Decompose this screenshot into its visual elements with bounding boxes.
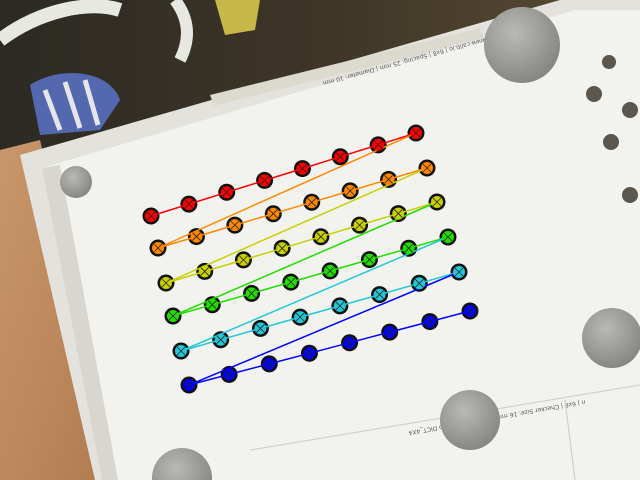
cable-white [0,0,123,46]
peg-bottom-left [152,448,212,480]
row-link-line [188,271,460,386]
peg-bottom [440,390,500,450]
row-line [165,201,438,284]
row-line [157,167,428,249]
cross-mark [454,267,464,277]
cross-mark [277,244,287,253]
hole [622,187,638,203]
hole [586,86,602,102]
row-line [180,271,460,352]
row-link-line [165,167,428,284]
sheet-line-vertical [564,399,576,480]
cross-mark [192,232,201,241]
cross-mark [375,290,384,299]
row-link-line [180,236,449,352]
board-edge-shade [42,165,118,480]
detected-circle-grid [142,124,479,394]
target-sheet [42,10,640,480]
cross-mark [422,163,432,173]
cross-mark [184,380,194,390]
row-line [150,132,417,217]
cable-white-2 [170,0,193,63]
cross-mark [208,300,217,309]
row-line [172,236,449,317]
cross-mark [394,209,403,218]
cross-mark [335,301,345,311]
cross-mark [305,349,314,358]
cross-mark [265,359,274,369]
cross-mark [269,209,278,218]
cross-mark [465,306,475,316]
cross-mark [316,232,326,241]
cross-mark [385,327,394,337]
cross-mark [247,289,256,298]
cross-mark [260,176,269,185]
cross-mark [345,338,354,347]
cross-mark [443,232,453,242]
row-line [188,310,471,386]
peg-top-right [484,7,560,83]
cross-mark [298,164,307,173]
cross-mark [230,220,240,230]
cross-mark [415,279,424,288]
cross-mark [184,199,194,209]
cross-mark [256,324,265,333]
peg-left [60,166,92,198]
cross-mark [216,335,225,344]
cross-mark [286,277,296,287]
peg-right [582,308,640,368]
cross-mark [176,346,186,356]
cross-mark [146,211,156,221]
cross-mark [153,243,163,253]
cross-mark [411,128,421,138]
row-link-line [172,201,438,317]
striped-cloth-stripes [42,79,101,131]
tape-strip [210,28,484,106]
cross-mark [336,152,345,161]
cross-mark [432,197,442,207]
cross-mark [161,278,171,288]
hole [622,102,638,118]
cross-mark [295,312,305,322]
cross-mark [404,244,413,253]
cross-mark [425,317,435,326]
cross-mark [168,311,178,321]
cross-mark [222,188,231,197]
cross-mark [373,140,383,150]
cross-mark [355,220,364,230]
cross-mark [345,186,355,196]
row-link-line [157,132,417,249]
hole [603,134,619,150]
cross-mark [200,267,209,276]
cross-mark [384,175,393,184]
cross-mark [307,198,316,207]
cross-mark [224,370,234,379]
cross-mark [365,255,374,264]
hole [602,55,616,69]
yellow-object [215,0,260,35]
cross-mark [325,266,335,276]
cross-mark [239,255,248,265]
